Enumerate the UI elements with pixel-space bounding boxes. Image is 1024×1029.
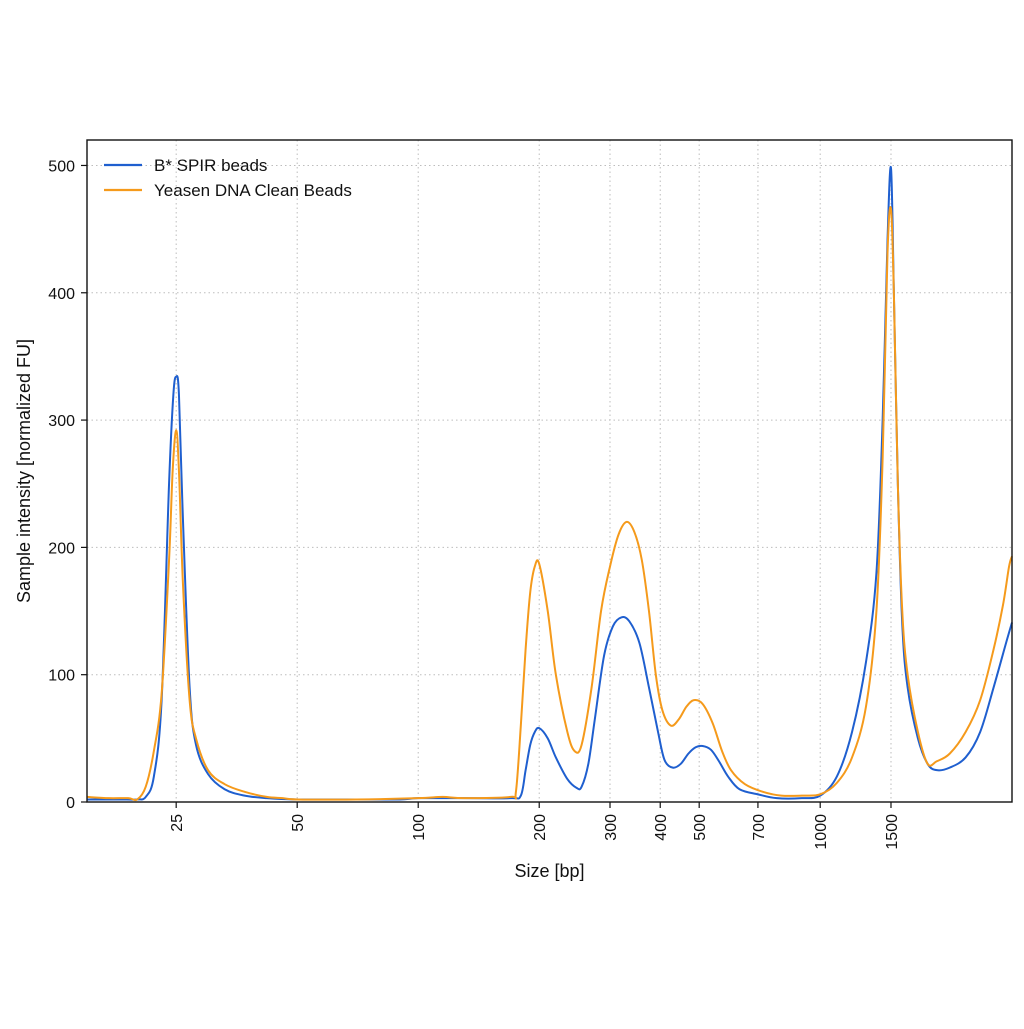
x-tick-label: 300 [603, 814, 620, 841]
series-line-2 [86, 206, 1013, 802]
legend-label: Yeasen DNA Clean Beads [154, 181, 352, 200]
plot-frame [86, 139, 1013, 803]
x-tick-label: 1500 [884, 814, 901, 850]
axis-layer: 0 100 200 300 400 500 25 50 100 200 300 400 500 700 10… [48, 158, 901, 849]
y-tick-label: 400 [48, 286, 75, 303]
series-line-1 [86, 165, 1013, 801]
x-tick-label: 1000 [813, 814, 830, 850]
legend: B* SPIR beads Yeasen DNA Clean Beads [104, 156, 352, 200]
y-tick-label: 200 [48, 540, 75, 557]
x-tick-label: 25 [169, 814, 186, 832]
series-layer [86, 165, 1013, 802]
x-tick-label: 700 [751, 814, 768, 841]
legend-label: B* SPIR beads [154, 156, 267, 175]
y-tick-label: 300 [48, 413, 75, 430]
x-tick-label: 100 [411, 814, 428, 841]
x-tick-label: 500 [692, 814, 709, 841]
x-axis-label: Size [bp] [514, 861, 584, 881]
y-tick-label: 500 [48, 158, 75, 175]
x-tick-label: 200 [532, 814, 549, 841]
grid-layer [87, 140, 1012, 803]
y-tick-label: 100 [48, 668, 75, 685]
y-tick-label: 0 [66, 795, 75, 812]
y-axis-label: Sample intensity [normalized FU] [14, 339, 34, 603]
x-tick-label: 400 [653, 814, 670, 841]
x-tick-label: 50 [290, 814, 307, 832]
